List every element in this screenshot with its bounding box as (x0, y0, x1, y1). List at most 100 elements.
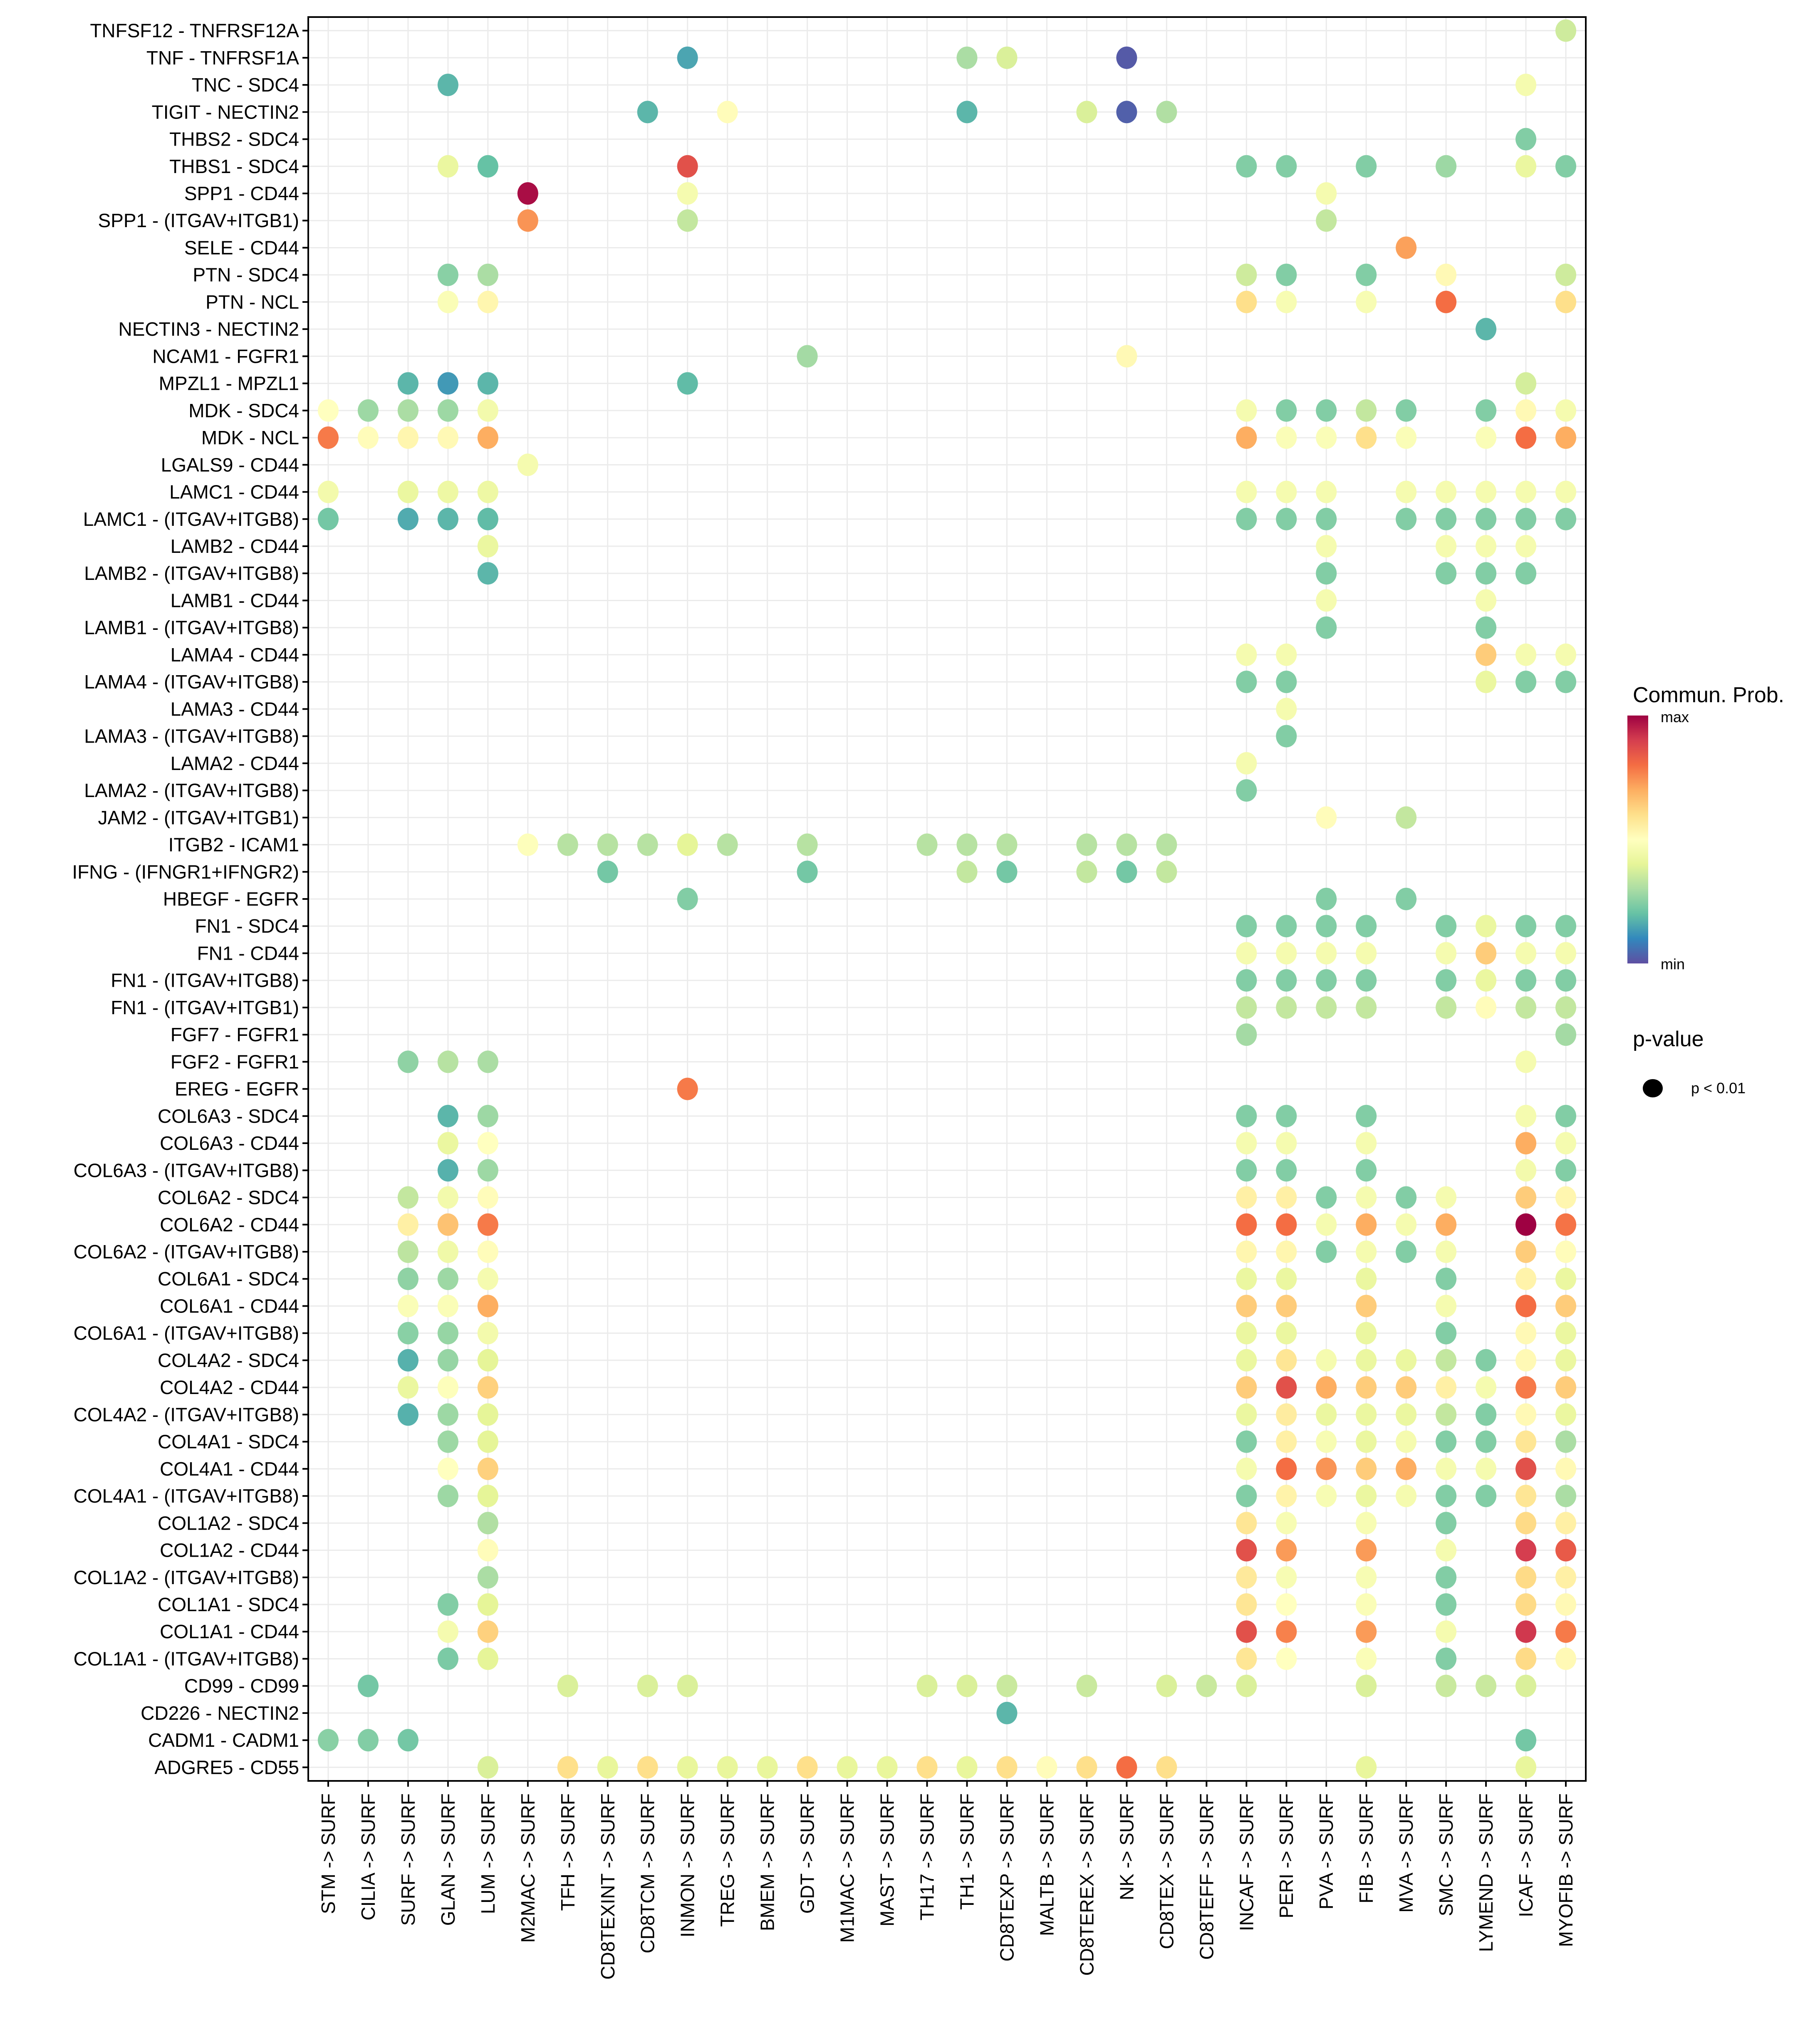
data-point (437, 508, 458, 530)
data-point (1476, 969, 1497, 992)
data-point (1356, 1159, 1377, 1182)
data-point (1555, 1539, 1577, 1562)
data-point (1356, 290, 1377, 313)
data-point (397, 1295, 418, 1317)
data-point (1476, 399, 1497, 422)
data-point (1436, 1539, 1457, 1562)
data-point (1276, 426, 1297, 449)
data-point (1316, 1186, 1337, 1209)
data-point (1555, 1403, 1577, 1426)
data-point (437, 1268, 458, 1290)
data-point (1555, 290, 1577, 313)
data-point (1396, 508, 1417, 530)
data-point (1436, 1376, 1457, 1399)
y-tick-label: FGF2 - FGFR1 (171, 1051, 299, 1072)
data-point (437, 74, 458, 97)
data-point (1236, 779, 1257, 802)
data-point (1515, 1620, 1537, 1643)
data-point (1236, 969, 1257, 992)
data-point (1436, 1512, 1457, 1535)
x-tick-label: GDT -> SURF (797, 1793, 818, 1914)
data-point (1356, 426, 1377, 449)
data-point (477, 1430, 498, 1453)
data-point (1276, 155, 1297, 178)
y-tick-label: LAMA3 - (ITGAV+ITGB8) (84, 726, 299, 747)
data-point (317, 399, 339, 422)
data-point (437, 1430, 458, 1453)
y-tick-label: LAMA4 - CD44 (171, 644, 299, 666)
data-point (1515, 969, 1537, 992)
data-point (956, 1674, 978, 1697)
data-point (1436, 535, 1457, 557)
data-point (517, 833, 538, 856)
data-point (1436, 1457, 1457, 1480)
data-point (1515, 1647, 1537, 1670)
data-point (1316, 426, 1337, 449)
y-tick-label: COL1A1 - (ITGAV+ITGB8) (74, 1648, 299, 1669)
data-point (1276, 969, 1297, 992)
data-point (1396, 480, 1417, 503)
data-point (437, 426, 458, 449)
data-point (1276, 1539, 1297, 1562)
data-point (677, 1756, 698, 1779)
data-point (1276, 698, 1297, 721)
data-point (1276, 1268, 1297, 1290)
legend-size-dot (1643, 1079, 1663, 1097)
x-tick-label: TREG -> SURF (717, 1793, 738, 1927)
data-point (1396, 1186, 1417, 1209)
data-point (996, 1701, 1018, 1724)
data-point (397, 1403, 418, 1426)
data-point (1515, 1159, 1537, 1182)
data-point (1555, 915, 1577, 938)
data-point (1356, 1104, 1377, 1127)
data-point (477, 1376, 498, 1399)
data-point (1515, 74, 1537, 97)
y-tick-label: FGF7 - FGFR1 (171, 1024, 299, 1045)
data-point (1116, 345, 1137, 368)
data-point (1356, 1539, 1377, 1562)
data-point (1555, 508, 1577, 530)
data-point (1236, 263, 1257, 286)
data-point (1555, 1457, 1577, 1480)
data-point (477, 426, 498, 449)
data-point (1396, 1213, 1417, 1236)
data-point (1236, 1620, 1257, 1643)
data-point (1515, 372, 1537, 395)
data-point (1316, 508, 1337, 530)
data-point (1515, 426, 1537, 449)
data-point (1316, 915, 1337, 938)
data-point (1436, 1186, 1457, 1209)
data-point (1316, 182, 1337, 205)
data-point (1396, 1241, 1417, 1263)
y-tick-label: LAMC1 - CD44 (169, 481, 299, 503)
data-point (1476, 318, 1497, 341)
data-point (916, 833, 938, 856)
data-point (1236, 915, 1257, 938)
data-point (1356, 1376, 1377, 1399)
data-point (1555, 1593, 1577, 1616)
data-point (1555, 399, 1577, 422)
data-point (1276, 1213, 1297, 1236)
data-point (1316, 888, 1337, 910)
data-point (1476, 426, 1497, 449)
y-tick-label: COL4A1 - (ITGAV+ITGB8) (74, 1485, 299, 1507)
x-tick-label: LUM -> SURF (477, 1793, 499, 1914)
y-tick-label: SPP1 - (ITGAV+ITGB1) (98, 210, 299, 231)
data-point (677, 155, 698, 178)
data-point (1276, 1295, 1297, 1317)
data-point (1515, 1213, 1537, 1236)
data-point (996, 1756, 1018, 1779)
y-tick-label: COL6A2 - (ITGAV+ITGB8) (74, 1241, 299, 1263)
data-point (1555, 942, 1577, 965)
data-point (477, 1566, 498, 1589)
legend-size-label: p < 0.01 (1691, 1080, 1746, 1097)
data-point (437, 372, 458, 395)
data-point (1316, 1213, 1337, 1236)
data-point (1436, 1241, 1457, 1263)
y-tick-label: COL6A1 - (ITGAV+ITGB8) (74, 1322, 299, 1344)
data-point (1555, 1485, 1577, 1508)
data-point (1515, 562, 1537, 585)
data-point (477, 1756, 498, 1779)
data-point (1396, 426, 1417, 449)
data-point (357, 1729, 379, 1752)
